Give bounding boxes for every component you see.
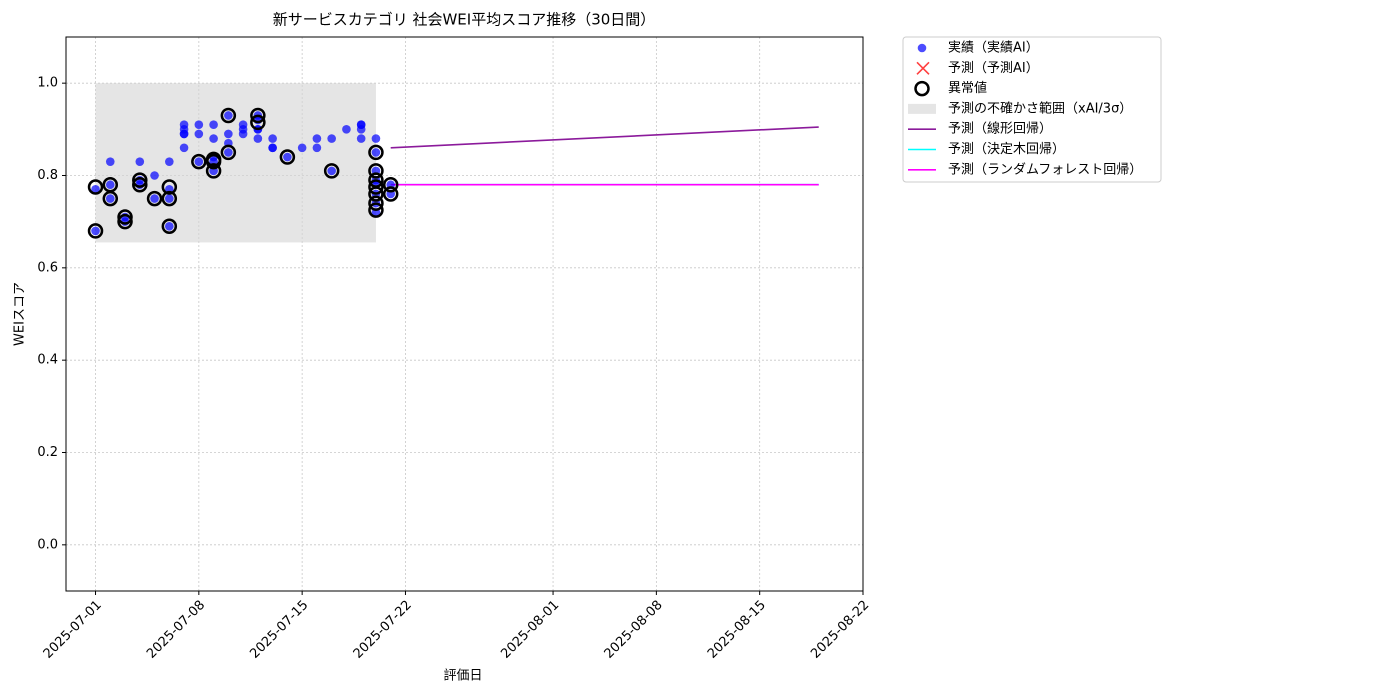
anomaly-point	[250, 114, 266, 131]
actual-point	[283, 152, 292, 162]
y-tick-label: 0.6	[37, 260, 58, 275]
actual-point	[312, 143, 322, 153]
anomaly-point	[220, 144, 237, 161]
anomaly-point	[102, 176, 119, 193]
legend-symbol	[914, 80, 930, 97]
actual-point	[356, 125, 366, 134]
actual-point	[165, 157, 174, 166]
anomaly-point	[146, 190, 163, 207]
x-tick-label: 2025-08-08	[602, 598, 666, 662]
actual-point	[105, 157, 115, 166]
actual-point	[327, 166, 336, 176]
actual-point	[342, 125, 351, 134]
legend-label: 予測（ランダムフォレスト回帰）	[948, 161, 1142, 177]
anomaly-point	[161, 179, 178, 195]
x-tick-label: 2025-08-22	[808, 598, 872, 662]
actual-point	[371, 134, 381, 143]
actual-point	[209, 120, 218, 130]
actual-point	[165, 221, 174, 231]
y-axis-label: WEIスコア	[13, 282, 28, 346]
anomaly-point	[161, 218, 178, 235]
actual-point	[105, 180, 115, 190]
x-tick-label: 2025-07-01	[41, 598, 105, 662]
actual-point	[268, 134, 277, 143]
y-tick-label: 1.0	[37, 76, 58, 91]
forecast-line	[390, 126, 819, 149]
anomaly-point	[117, 209, 133, 225]
actual-point	[194, 157, 204, 166]
actual-point	[135, 157, 145, 166]
anomaly-point	[87, 179, 104, 195]
plot-area	[87, 83, 819, 243]
anomaly-point	[368, 163, 384, 179]
x-tick-label: 2025-07-22	[351, 598, 415, 662]
anomaly-point	[161, 190, 178, 207]
x-tick-label: 2025-07-08	[144, 598, 208, 662]
x-tick-label: 2025-07-15	[247, 598, 311, 662]
anomaly-point	[205, 153, 222, 170]
y-tick-label: 0.2	[37, 445, 58, 460]
x-axis-label: 評価日	[443, 669, 482, 684]
actual-point	[224, 148, 233, 157]
actual-point	[179, 125, 189, 134]
x-tick-label: 2025-08-15	[705, 598, 769, 662]
anomaly-point	[382, 186, 399, 202]
anomaly-point	[368, 186, 384, 202]
legend-label: 予測の不確かさ範囲（xAI/3σ）	[948, 100, 1132, 116]
y-tick-label: 0.4	[37, 353, 58, 368]
legend-label: 異常値	[948, 80, 987, 96]
y-tick-label: 0.0	[37, 537, 58, 552]
actual-point	[194, 129, 204, 139]
y-tick-label: 0.8	[37, 168, 58, 183]
legend-label: 予測（決定木回帰）	[948, 141, 1065, 157]
legend-label: 予測（線形回帰）	[948, 121, 1052, 137]
actual-point	[150, 171, 159, 180]
actual-point	[327, 134, 336, 143]
actual-point	[209, 134, 218, 143]
actual-point	[150, 194, 159, 203]
anomaly-point	[323, 163, 340, 179]
actual-point	[105, 194, 115, 203]
anomaly-point	[205, 163, 222, 179]
actual-point	[253, 134, 263, 143]
anomaly-point	[368, 195, 384, 211]
anomaly-point	[132, 176, 148, 193]
anomaly-point	[279, 149, 296, 165]
legend-label: 実績（実績AI）	[948, 40, 1039, 56]
legend-box	[902, 36, 1162, 183]
actual-point	[165, 194, 174, 203]
anomaly-point	[220, 107, 237, 124]
actual-point	[91, 185, 100, 194]
actual-point	[297, 143, 307, 153]
chart-title: 新サービスカテゴリ 社会WEI平均スコア推移（30日間）	[273, 11, 656, 29]
anomaly-point	[382, 176, 399, 193]
anomaly-point	[368, 144, 384, 161]
anomaly-point	[132, 172, 148, 188]
actual-point	[371, 148, 381, 157]
anomaly-point	[117, 213, 133, 230]
actual-point	[91, 226, 100, 236]
actual-point	[356, 134, 366, 143]
anomaly-point	[191, 153, 207, 170]
legend-label: 予測（予測AI）	[948, 61, 1039, 76]
axes-frame	[65, 36, 864, 592]
anomaly-point	[250, 107, 266, 124]
anomaly-point	[368, 202, 384, 218]
actual-point	[179, 143, 189, 153]
anomaly-point	[368, 179, 384, 195]
legend-symbol	[917, 43, 927, 53]
legend-symbol	[908, 103, 936, 114]
x-tick-label: 2025-08-01	[498, 598, 562, 662]
actual-point	[268, 143, 277, 153]
actual-point	[238, 129, 248, 139]
actual-point	[194, 120, 204, 130]
actual-point	[224, 129, 233, 139]
actual-point	[224, 111, 233, 120]
anomaly-point	[87, 223, 104, 239]
legend-symbol	[916, 61, 930, 75]
actual-point	[238, 120, 248, 130]
actual-point	[312, 134, 322, 143]
